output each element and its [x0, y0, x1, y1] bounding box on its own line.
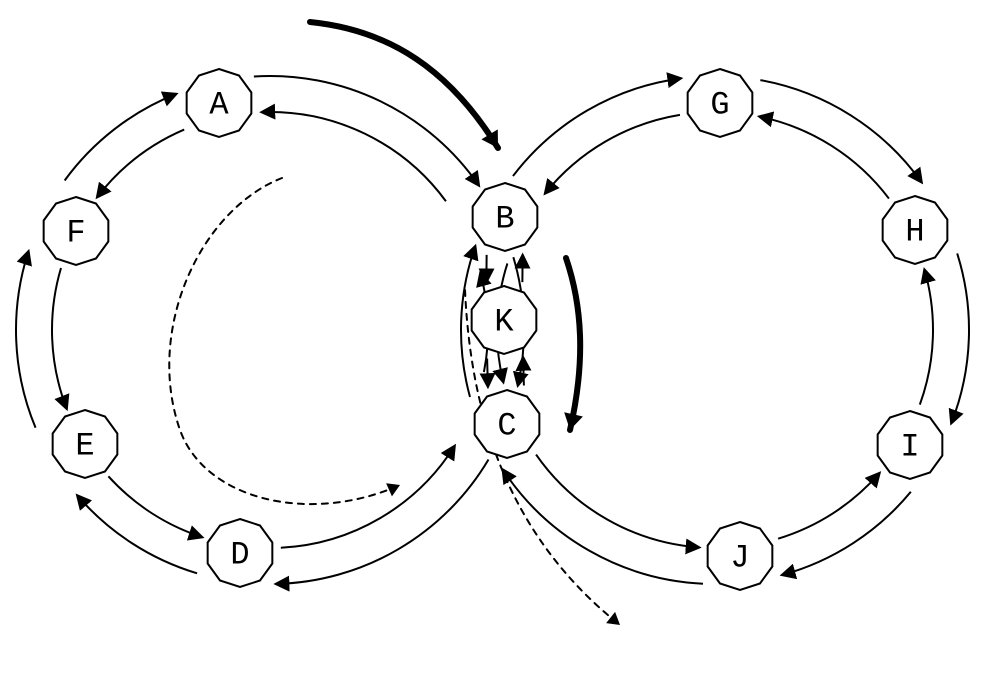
- edge-D-C-inner: [281, 446, 455, 548]
- node-C-label: C: [497, 408, 516, 445]
- edge-C-D-outer: [276, 460, 488, 584]
- node-D-label: D: [230, 537, 249, 574]
- edge-E-D-inner: [108, 476, 202, 537]
- node-A: A: [187, 69, 252, 137]
- edge-B-G-outer: [513, 78, 681, 176]
- node-F-label: F: [66, 215, 85, 252]
- edge-F-A-outer: [65, 94, 176, 181]
- node-H: H: [883, 196, 948, 264]
- node-K-label: K: [494, 304, 514, 341]
- node-E-label: E: [75, 428, 94, 465]
- edge-G-B-inner: [545, 115, 680, 194]
- node-A-label: A: [209, 87, 229, 124]
- edge-I-H-inner: [920, 270, 933, 405]
- flow-arrow-2-head: [386, 483, 400, 496]
- node-I-label: I: [900, 429, 919, 466]
- edge-G-H-outer: [760, 80, 921, 182]
- ring-network-diagram: A B C D E F G H I J K: [0, 0, 1000, 682]
- node-C: C: [475, 390, 540, 458]
- node-J: J: [708, 522, 773, 590]
- edge-J-C-outer: [503, 470, 703, 584]
- edge-D-E-outer: [77, 496, 197, 574]
- flow-arrow-2: [169, 178, 400, 504]
- edge-A-F-inner: [97, 130, 184, 198]
- node-G: G: [688, 69, 753, 137]
- node-F: F: [44, 197, 109, 265]
- edge-E-F-outer: [16, 251, 36, 427]
- edge-H-I-outer: [951, 253, 969, 423]
- flow-arrow-1: [566, 258, 580, 430]
- node-B: B: [473, 183, 538, 251]
- edge-C-K: [523, 357, 524, 385]
- node-B-label: B: [495, 201, 514, 238]
- node-E: E: [53, 410, 118, 478]
- edge-B-A-inner: [262, 112, 446, 201]
- node-D: D: [208, 519, 273, 587]
- flow-arrow-3-head: [606, 612, 620, 625]
- edge-A-B-outer: [254, 76, 479, 185]
- node-J-label: J: [730, 540, 749, 577]
- node-H-label: H: [905, 214, 924, 251]
- edge-J-I-inner: [778, 473, 879, 539]
- node-I: I: [878, 411, 943, 479]
- node-G-label: G: [710, 87, 729, 124]
- edge-K-C: [487, 359, 488, 387]
- node-K: K: [472, 286, 537, 354]
- edge-C-J-inner: [536, 455, 699, 548]
- edge-F-E-inner: [52, 268, 67, 409]
